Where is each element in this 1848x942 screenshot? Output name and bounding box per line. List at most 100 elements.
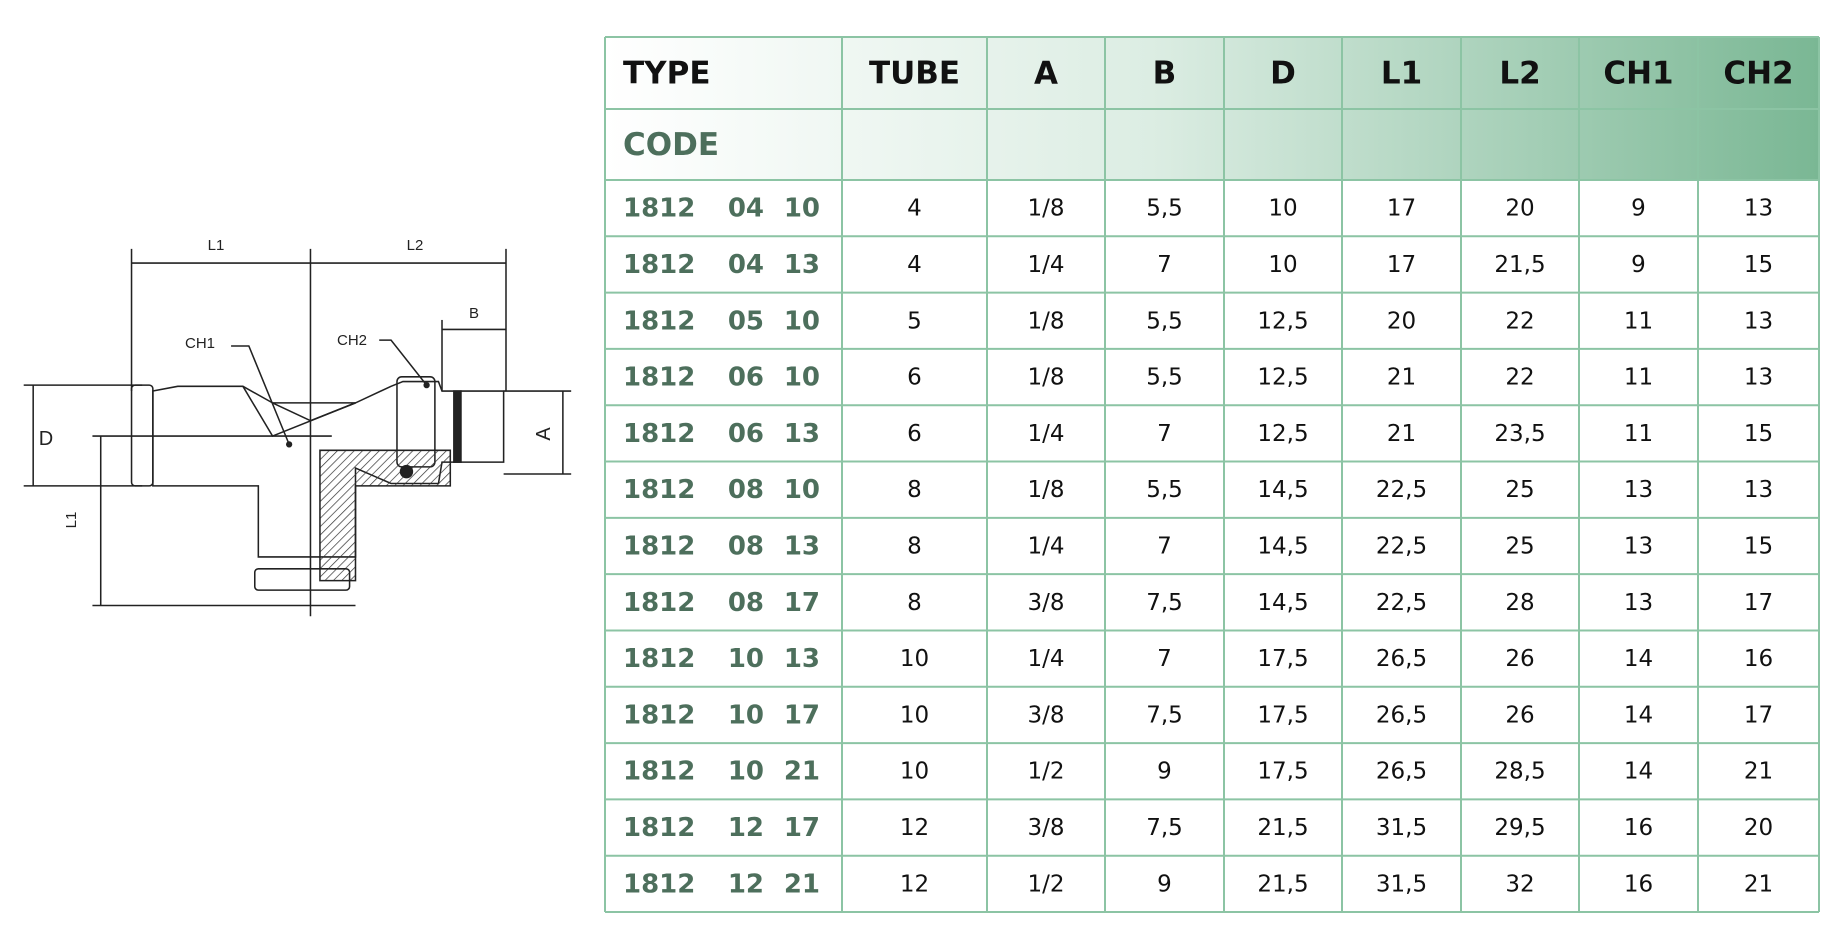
cell-value: 14 — [1624, 702, 1653, 728]
cell-value: 13 — [1624, 590, 1653, 616]
cell-value: 5,5 — [1146, 196, 1183, 222]
cell-value: 17 — [1387, 252, 1416, 278]
cell-value: 20 — [1505, 196, 1534, 222]
fitting-diagram — [23, 248, 572, 617]
dim-label: L2 — [407, 237, 424, 254]
column-header: CH1 — [1603, 56, 1673, 92]
dim-label: CH2 — [337, 332, 367, 349]
cell-value: 1/8 — [1027, 308, 1064, 334]
code-part: 12 — [728, 869, 764, 899]
cell-value: 7,5 — [1146, 815, 1183, 841]
cell-value: 9 — [1157, 871, 1172, 897]
code-part: 1812 — [623, 363, 695, 393]
cell-value: 21 — [1744, 871, 1773, 897]
code-part: 1812 — [623, 700, 695, 730]
cell-value: 9 — [1157, 759, 1172, 785]
cell-value: 12 — [900, 815, 929, 841]
cell-value: 9 — [1631, 252, 1646, 278]
cell-value: 29,5 — [1494, 815, 1545, 841]
cell-value: 31,5 — [1376, 815, 1427, 841]
cell-value: 10 — [1268, 252, 1297, 278]
cell-value: 13 — [1624, 534, 1653, 560]
cell-value: 22,5 — [1376, 534, 1427, 560]
code-part: 17 — [784, 700, 820, 730]
cell-value: 1/8 — [1027, 365, 1064, 391]
cell-value: 4 — [907, 196, 922, 222]
cell-value: 3/8 — [1027, 815, 1064, 841]
code-part: 08 — [728, 475, 764, 505]
cell-value: 17,5 — [1257, 759, 1308, 785]
code-part: 10 — [784, 194, 820, 224]
code-part: 08 — [728, 532, 764, 562]
cell-value: 9 — [1631, 196, 1646, 222]
cell-value: 15 — [1744, 534, 1773, 560]
cell-value: 26 — [1505, 646, 1534, 672]
cell-value: 25 — [1505, 534, 1534, 560]
cell-value: 25 — [1505, 477, 1534, 503]
cell-value: 1/2 — [1027, 871, 1064, 897]
code-part: 13 — [784, 419, 820, 449]
cell-value: 10 — [900, 759, 929, 785]
cell-value: 5,5 — [1146, 365, 1183, 391]
cell-value: 11 — [1624, 421, 1653, 447]
code-part: 1812 — [623, 532, 695, 562]
column-header: D — [1270, 56, 1296, 92]
cell-value: 3/8 — [1027, 590, 1064, 616]
dim-label: L1 — [63, 512, 80, 529]
code-part: 1812 — [623, 813, 695, 843]
cell-value: 21,5 — [1257, 815, 1308, 841]
cell-value: 20 — [1744, 815, 1773, 841]
cell-value: 5 — [907, 308, 922, 334]
dim-label: B — [469, 305, 479, 322]
code-part: 06 — [728, 419, 764, 449]
cell-value: 22,5 — [1376, 590, 1427, 616]
cell-value: 14 — [1624, 646, 1653, 672]
code-part: 10 — [728, 757, 764, 787]
cell-value: 11 — [1624, 308, 1653, 334]
cell-value: 17 — [1387, 196, 1416, 222]
column-header: TUBE — [869, 56, 960, 92]
cell-value: 28,5 — [1494, 759, 1545, 785]
cell-value: 7 — [1157, 646, 1172, 672]
cell-value: 14 — [1624, 759, 1653, 785]
cell-value: 22 — [1505, 308, 1534, 334]
cell-value: 12,5 — [1257, 308, 1308, 334]
cell-value: 12 — [900, 871, 929, 897]
cell-value: 15 — [1744, 252, 1773, 278]
code-part: 10 — [784, 306, 820, 336]
cell-value: 31,5 — [1376, 871, 1427, 897]
cell-value: 8 — [907, 590, 922, 616]
cell-value: 12,5 — [1257, 421, 1308, 447]
table: TYPE TUBE A B D L1 L2 CH1 CH2 CODE 1812 04 10 4 1/8 5,5… — [604, 36, 1820, 913]
code-part: 1812 — [623, 306, 695, 336]
cell-value: 1/4 — [1027, 534, 1064, 560]
cell-value: 22 — [1505, 365, 1534, 391]
code-part: 1812 — [623, 194, 695, 224]
cell-value: 13 — [1744, 308, 1773, 334]
cell-value: 7 — [1157, 421, 1172, 447]
cell-value: 13 — [1744, 196, 1773, 222]
cell-value: 21 — [1744, 759, 1773, 785]
cell-value: 16 — [1624, 815, 1653, 841]
code-part: 17 — [784, 588, 820, 618]
code-part: 21 — [784, 757, 820, 787]
column-header: B — [1153, 56, 1177, 92]
cell-value: 15 — [1744, 421, 1773, 447]
code-part: 10 — [784, 475, 820, 505]
cell-value: 26,5 — [1376, 646, 1427, 672]
dim-label: D — [39, 428, 53, 450]
cell-value: 26,5 — [1376, 702, 1427, 728]
code-part: 1812 — [623, 757, 695, 787]
cell-value: 13 — [1744, 365, 1773, 391]
cell-value: 8 — [907, 534, 922, 560]
cell-value: 10 — [900, 702, 929, 728]
cell-value: 1/8 — [1027, 196, 1064, 222]
cell-value: 1/8 — [1027, 477, 1064, 503]
cell-value: 7 — [1157, 252, 1172, 278]
cell-value: 14,5 — [1257, 534, 1308, 560]
cell-value: 7,5 — [1146, 590, 1183, 616]
cell-value: 28 — [1505, 590, 1534, 616]
cell-value: 17,5 — [1257, 646, 1308, 672]
cell-value: 17 — [1744, 702, 1773, 728]
cell-value: 1/4 — [1027, 421, 1064, 447]
